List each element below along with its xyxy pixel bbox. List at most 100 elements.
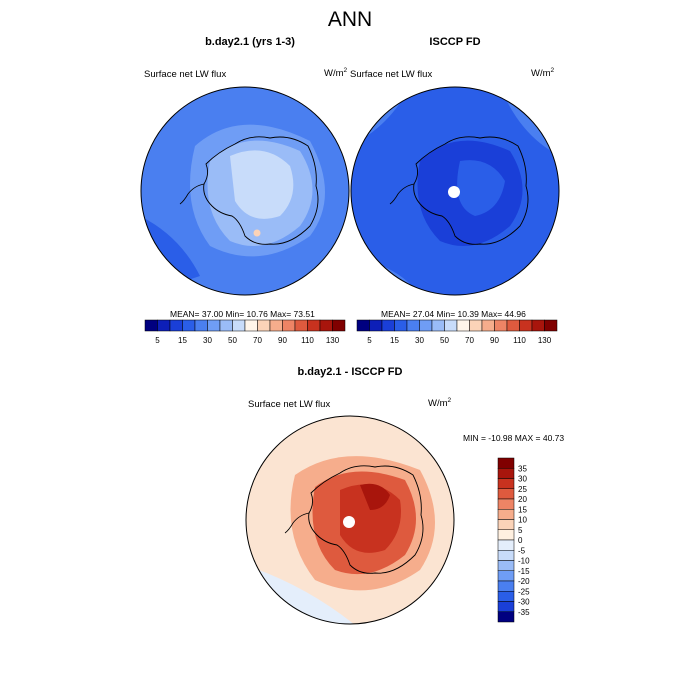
antarctica-coastline — [203, 136, 319, 245]
colorbar-box — [497, 457, 515, 469]
colorbar-box — [257, 319, 271, 332]
map-border — [245, 415, 455, 625]
colorbar-tick-label: -25 — [518, 587, 530, 596]
colorbar-tick-label: 90 — [278, 336, 287, 345]
colorbar-box — [497, 570, 515, 582]
diff-stats: MIN = -10.98 MAX = 40.73 — [463, 433, 565, 443]
warm-spot — [253, 229, 261, 237]
colorbar-box — [497, 580, 515, 592]
diff-map — [245, 415, 455, 625]
colorbar-box — [269, 319, 283, 332]
colorbar-tick-label: -5 — [518, 546, 526, 555]
colorbar-box — [144, 319, 158, 332]
colorbar-box — [207, 319, 221, 332]
colorbar-box — [531, 319, 545, 332]
max-bias-region — [360, 483, 390, 510]
colorbar-tick-label: -10 — [518, 557, 530, 566]
plateau-field — [230, 150, 294, 219]
left-variable-label: Surface net LW flux — [144, 69, 227, 80]
figure-title: ANN — [327, 8, 373, 31]
colorbar-box — [332, 319, 346, 332]
colorbar-tick-label: 35 — [518, 464, 527, 473]
antarctica-coastline — [308, 465, 424, 574]
colorbar-tick-label: 0 — [518, 536, 523, 545]
colorbar-box — [497, 478, 515, 489]
colorbar-tick-label: 30 — [518, 475, 527, 484]
colorbar-tick-label: 110 — [301, 336, 314, 345]
left-stats: MEAN= 37.00 Min= 10.76 Max= 73.51 — [170, 309, 315, 319]
plateau-field — [457, 160, 505, 216]
colorbar-box — [497, 519, 515, 530]
colorbar-tick-label: -20 — [518, 577, 530, 586]
colorbar-box — [194, 319, 208, 332]
colorbar-tick-label: 5 — [155, 336, 160, 345]
colorbar-tick-label: 15 — [178, 336, 187, 345]
colorbar-tick-label: 130 — [538, 336, 552, 345]
colorbar-box — [232, 319, 246, 332]
left-units-label: W/m2 — [324, 67, 348, 80]
right-map — [350, 86, 560, 296]
right-variable-label: Surface net LW flux — [350, 69, 433, 80]
colorbar-box — [419, 319, 433, 332]
colorbar-box — [497, 509, 515, 520]
colorbar-box — [381, 319, 395, 332]
colorbar-tick-label: -15 — [518, 567, 530, 576]
colorbar-box — [219, 319, 233, 332]
peninsula-coastline — [179, 183, 205, 205]
colorbar-box — [406, 319, 420, 332]
colorbar-box — [497, 468, 515, 479]
peninsula-coastline — [284, 512, 310, 534]
colorbar-box — [456, 319, 470, 332]
missing-data-pole — [343, 516, 355, 528]
diff-variable-label: Surface net LW flux — [248, 399, 331, 410]
colorbar-tick-label: 5 — [518, 526, 523, 535]
left-map — [140, 86, 350, 296]
map-border — [350, 86, 560, 296]
right-colorbar: 5 15 30 50 70 90 110 130 — [356, 319, 558, 345]
right-units-label: W/m2 — [531, 67, 555, 80]
colorbar-tick-label: 20 — [518, 495, 527, 504]
colorbar-tick-label: 70 — [253, 336, 262, 345]
right-panel-title: ISCCP FD — [429, 36, 481, 48]
colorbar-tick-label: 130 — [326, 336, 340, 345]
colorbar-tick-label: 30 — [415, 336, 424, 345]
colorbar-tick-label: 15 — [390, 336, 399, 345]
colorbar-tick-label: -35 — [518, 608, 530, 617]
colorbar-box — [444, 319, 458, 332]
colorbar-box — [497, 601, 515, 612]
peninsula-coastline — [389, 183, 415, 205]
colorbar-box — [307, 319, 321, 332]
colorbar-box — [294, 319, 308, 332]
colorbar-box — [497, 539, 515, 551]
colorbar-tick-label: 90 — [490, 336, 499, 345]
colorbar-box — [244, 319, 258, 332]
colorbar-tick-label: 50 — [440, 336, 449, 345]
colorbar-tick-label: 50 — [228, 336, 237, 345]
colorbar-box — [497, 529, 515, 541]
colorbar-tick-label: 5 — [367, 336, 372, 345]
diff-panel-title: b.day2.1 - ISCCP FD — [297, 366, 403, 378]
colorbar-box — [497, 591, 515, 602]
colorbar-box — [494, 319, 508, 332]
colorbar-tick-label: 15 — [518, 505, 527, 514]
colorbar-box — [369, 319, 383, 332]
colorbar-tick-label: 10 — [518, 516, 527, 525]
colorbar-box — [497, 611, 515, 623]
left-colorbar: 5 15 30 50 70 90 110 130 — [144, 319, 346, 345]
colorbar-box — [469, 319, 483, 332]
map-border — [140, 86, 350, 296]
colorbar-box — [282, 319, 296, 332]
left-panel-title: b.day2.1 (yrs 1-3) — [205, 36, 295, 48]
colorbar-box — [356, 319, 370, 332]
colorbar-box — [319, 319, 333, 332]
missing-data-pole — [448, 186, 460, 198]
diff-units-label: W/m2 — [428, 397, 452, 410]
colorbar-box — [497, 560, 515, 571]
colorbar-tick-label: 30 — [203, 336, 212, 345]
colorbar-tick-label: 25 — [518, 485, 527, 494]
colorbar-tick-label: -30 — [518, 598, 530, 607]
colorbar-tick-label: 110 — [513, 336, 526, 345]
colorbar-box — [497, 488, 515, 500]
ocean-mid-region — [530, 254, 559, 295]
colorbar-box — [497, 550, 515, 561]
